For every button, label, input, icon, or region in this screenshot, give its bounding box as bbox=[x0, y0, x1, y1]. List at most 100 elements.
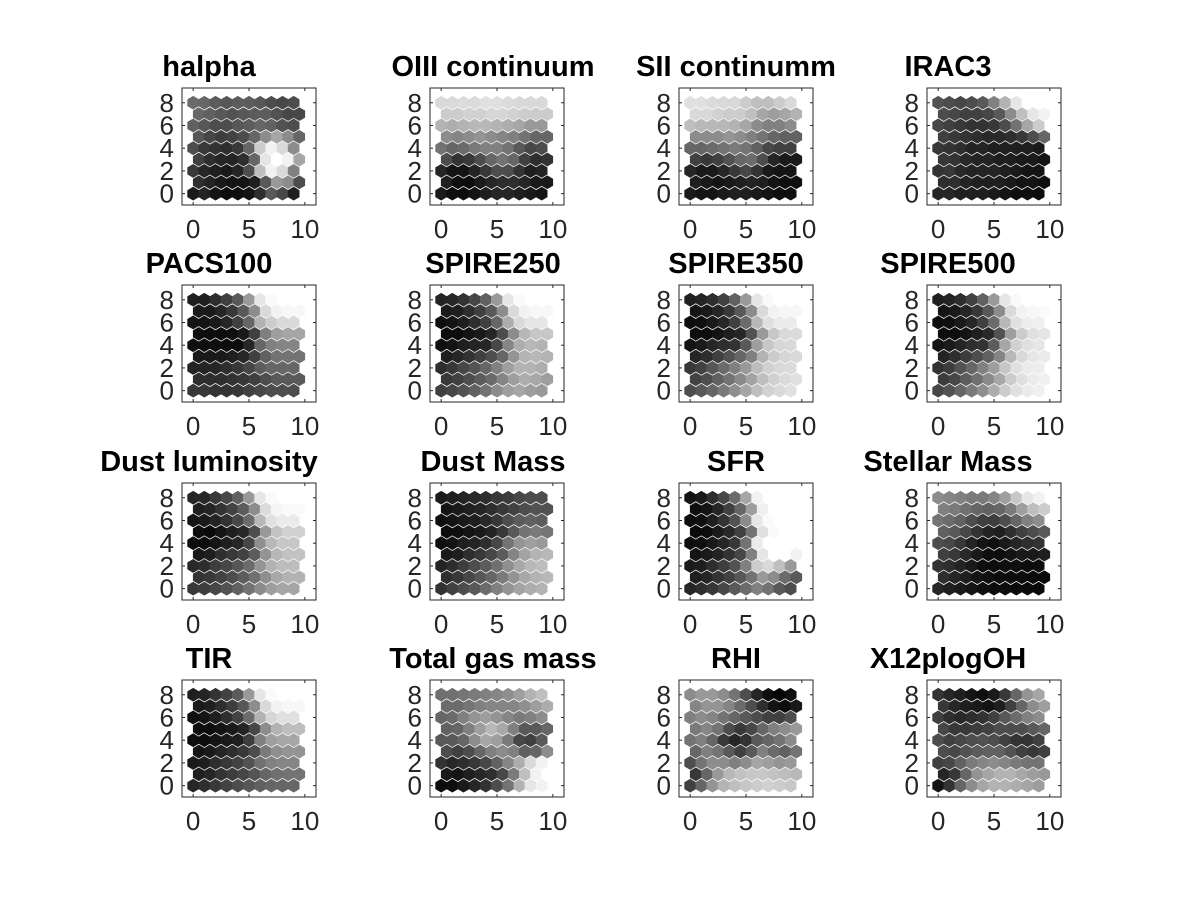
x-tick-label: 0 bbox=[931, 609, 945, 639]
hex-cell bbox=[689, 547, 702, 562]
hex-cell bbox=[254, 710, 267, 725]
hex-cell bbox=[457, 710, 470, 725]
hex-cell bbox=[751, 383, 764, 398]
hex-cell bbox=[712, 547, 725, 562]
hex-cell bbox=[751, 513, 764, 528]
hex-cell bbox=[192, 107, 205, 122]
hex-cell bbox=[524, 687, 537, 702]
hex-cell bbox=[1038, 326, 1051, 341]
hex-cell bbox=[524, 292, 537, 307]
hex-cell bbox=[530, 107, 543, 122]
hex-cell bbox=[479, 490, 492, 505]
hex-cell bbox=[1038, 570, 1051, 585]
hex-cell bbox=[728, 186, 741, 201]
hex-cell bbox=[976, 361, 989, 375]
y-tick-label: 4 bbox=[657, 725, 671, 755]
hex-cell bbox=[684, 95, 697, 110]
hex-cell bbox=[745, 107, 758, 122]
hex-cell bbox=[446, 581, 459, 596]
hex-cell bbox=[226, 502, 239, 517]
hex-cell bbox=[993, 107, 1006, 122]
hex-cell bbox=[293, 502, 306, 517]
hex-cell bbox=[712, 152, 725, 167]
hex-cell bbox=[254, 536, 267, 551]
hex-cell bbox=[1015, 152, 1028, 167]
hex-cell bbox=[451, 570, 464, 585]
hex-cell bbox=[976, 710, 989, 725]
hex-cell bbox=[479, 338, 492, 353]
hex-cell bbox=[204, 304, 216, 319]
hex-cell bbox=[943, 581, 956, 596]
hex-cell bbox=[954, 164, 967, 178]
hex-cell bbox=[502, 383, 515, 398]
hex-cell bbox=[745, 502, 758, 517]
hex-cell bbox=[276, 95, 289, 110]
hex-cell bbox=[773, 292, 786, 307]
hex-cell bbox=[723, 326, 736, 341]
hex-cell bbox=[745, 349, 758, 364]
hex-cell bbox=[232, 118, 244, 133]
hex-cell bbox=[270, 326, 283, 341]
hex-cell bbox=[965, 733, 978, 748]
hex-cell bbox=[496, 326, 509, 341]
hex-cell bbox=[1021, 361, 1034, 375]
x-tick-label: 10 bbox=[1035, 214, 1064, 244]
hex-cell bbox=[513, 383, 526, 398]
hex-cell bbox=[243, 141, 255, 156]
hex-cell bbox=[993, 349, 1006, 364]
hex-cell bbox=[1015, 304, 1028, 319]
hex-cell bbox=[535, 315, 548, 330]
hex-cell bbox=[287, 383, 300, 398]
hex-cell bbox=[988, 118, 1000, 133]
hex-cell bbox=[773, 95, 786, 110]
hex-cell bbox=[1015, 502, 1028, 517]
hex-cell bbox=[762, 118, 775, 133]
hex-cell bbox=[226, 326, 239, 341]
hex-cell bbox=[943, 315, 956, 330]
hex-cell bbox=[541, 175, 554, 190]
hex-cell bbox=[530, 152, 543, 167]
hex-cell bbox=[496, 767, 509, 782]
hex-cell bbox=[948, 372, 961, 387]
hex-cell bbox=[954, 559, 967, 573]
hex-cell bbox=[287, 95, 300, 110]
hex-cell bbox=[728, 95, 741, 110]
hex-cell bbox=[502, 315, 515, 330]
hex-cell bbox=[695, 141, 708, 156]
hex-cell bbox=[463, 767, 476, 782]
hex-cell bbox=[243, 733, 255, 748]
hex-cell bbox=[209, 141, 222, 156]
hex-cell bbox=[684, 186, 697, 201]
hex-cell bbox=[1010, 315, 1023, 330]
hex-cell bbox=[237, 547, 250, 562]
hex-cell bbox=[1015, 699, 1028, 714]
hex-cell bbox=[446, 315, 459, 330]
hex-cell bbox=[1027, 721, 1039, 736]
hex-cell bbox=[1027, 570, 1039, 585]
hex-cell bbox=[993, 767, 1006, 782]
hex-cell bbox=[204, 570, 216, 585]
hex-cell bbox=[762, 778, 775, 793]
hex-cell bbox=[784, 292, 797, 307]
hex-grid bbox=[187, 95, 306, 201]
hex-cell bbox=[491, 383, 503, 398]
hex-cell bbox=[762, 490, 775, 505]
y-tick-label: 4 bbox=[408, 528, 422, 558]
hex-cell bbox=[717, 756, 730, 770]
hex-cell bbox=[756, 721, 769, 736]
hex-cell bbox=[954, 536, 967, 551]
hex-cell bbox=[485, 721, 498, 736]
hex-cell bbox=[689, 570, 702, 585]
hex-cell bbox=[502, 490, 515, 505]
hex-cell bbox=[762, 710, 775, 725]
hex-cell bbox=[943, 338, 956, 353]
hex-cell bbox=[524, 513, 537, 528]
hex-cell bbox=[712, 326, 725, 341]
hex-cell bbox=[948, 502, 961, 517]
hex-cell bbox=[790, 175, 803, 190]
hex-cell bbox=[960, 107, 973, 122]
hex-cell bbox=[712, 349, 725, 364]
hex-cell bbox=[440, 349, 453, 364]
hex-cell bbox=[270, 129, 283, 144]
hex-cell bbox=[954, 361, 967, 375]
